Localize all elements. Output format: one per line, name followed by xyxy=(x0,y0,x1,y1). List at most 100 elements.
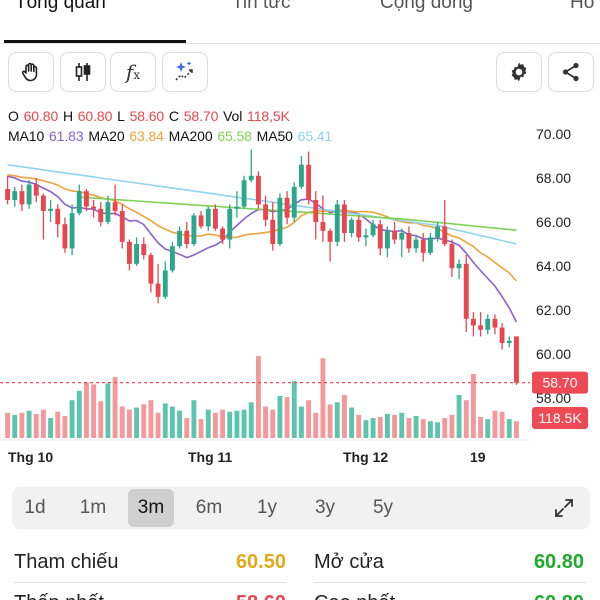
candle-body xyxy=(83,191,89,207)
candle-body xyxy=(427,237,433,253)
volume-bar xyxy=(442,418,448,438)
volume-bar xyxy=(413,415,419,438)
volume-bar xyxy=(456,394,462,438)
range-5y-button[interactable]: 5y xyxy=(372,497,394,518)
ma20-line xyxy=(7,174,517,282)
candle-body xyxy=(76,191,82,214)
volume-bar xyxy=(298,406,304,438)
tab-more[interactable]: Ho xyxy=(570,0,595,13)
candle-body xyxy=(334,204,340,242)
volume-bar xyxy=(227,411,233,438)
hand-tool-button[interactable] xyxy=(8,52,54,92)
range-selector: 1d 1m 3m 6m 1y 3y 5y xyxy=(12,487,590,529)
candle-body xyxy=(205,208,211,227)
range-1m-button[interactable]: 1m xyxy=(79,497,107,518)
volume-bar xyxy=(463,400,469,438)
candlestick-icon xyxy=(75,63,91,81)
candle-body xyxy=(220,228,226,240)
candlestick-chart[interactable]: 70.0068.0066.0064.0062.0060.0058.0058.70… xyxy=(0,104,600,474)
open-price-label: Mở cửa xyxy=(314,551,384,573)
share-button[interactable] xyxy=(548,52,594,92)
ma20-label: MA20 xyxy=(88,128,125,144)
volume-bar xyxy=(277,396,283,438)
volume-bar xyxy=(320,358,326,438)
ma10-value: 61.83 xyxy=(48,128,84,144)
volume-bar xyxy=(155,412,161,438)
x-tick-label: Thg 12 xyxy=(343,449,388,465)
candle-body xyxy=(141,244,147,255)
open-price-value: 60.80 xyxy=(533,551,584,573)
candle-body xyxy=(306,164,312,200)
volume-value: 118,5K xyxy=(247,108,290,124)
candle-body xyxy=(291,186,297,218)
y-tick-label: 62.00 xyxy=(536,302,571,318)
last-volume-tag xyxy=(532,407,588,429)
candle-body xyxy=(456,263,462,269)
volume-bar xyxy=(313,412,319,438)
ma200-line xyxy=(79,196,517,231)
candle-body xyxy=(169,246,175,271)
candle-body xyxy=(298,164,304,187)
last-price-tag xyxy=(532,371,588,394)
candle-body xyxy=(69,213,75,249)
volume-bar xyxy=(48,418,54,438)
price-stats: Tham chiếu 60.50 Mở cửa 60.80 Thấp nhất … xyxy=(0,540,600,600)
range-1y-button[interactable]: 1y xyxy=(256,497,278,518)
open-label: O xyxy=(8,108,19,124)
hand-icon xyxy=(21,62,38,82)
volume-bar xyxy=(427,421,433,438)
y-tick-label: 58.00 xyxy=(536,390,571,406)
tab-overview[interactable]: Tổng quan xyxy=(15,0,106,13)
close-value: 58.70 xyxy=(183,108,219,124)
candle-body xyxy=(320,222,326,231)
volume-bar xyxy=(291,381,297,438)
candle-body xyxy=(413,239,419,249)
volume-bar xyxy=(162,403,168,438)
tab-community[interactable]: Cộng đồng xyxy=(380,0,473,13)
tab-news[interactable]: Tin tức xyxy=(232,0,291,13)
candle-body xyxy=(478,325,484,330)
candle-body xyxy=(5,189,11,200)
candle-body xyxy=(513,336,519,383)
candle-type-button[interactable] xyxy=(60,52,106,92)
ma200-value: 65.58 xyxy=(217,128,252,144)
volume-bar xyxy=(485,419,491,438)
ai-analysis-button[interactable] xyxy=(162,52,208,92)
candle-body xyxy=(263,204,269,220)
expand-icon xyxy=(555,499,573,517)
volume-bar xyxy=(98,401,104,438)
candle-body xyxy=(463,263,469,319)
volume-bar xyxy=(191,400,197,438)
settings-button[interactable] xyxy=(496,52,542,92)
high-price-value: 60.80 xyxy=(498,592,584,600)
range-6m-button[interactable]: 6m xyxy=(195,497,223,518)
volume-bar xyxy=(40,409,46,438)
range-1d-button[interactable]: 1d xyxy=(24,497,46,518)
last-volume-label: 118.5K xyxy=(538,410,582,426)
candle-body xyxy=(155,283,161,297)
fullscreen-button[interactable] xyxy=(552,496,576,525)
candle-body xyxy=(485,318,491,330)
price-chart[interactable]: 70.00 68.00 66.00 64.00 62.00 60.00 58.00 58.70… xyxy=(0,104,600,474)
candle-body xyxy=(349,219,355,233)
volume-bar xyxy=(356,414,362,438)
volume-bar xyxy=(306,400,312,438)
volume-bar xyxy=(220,409,226,438)
candle-body xyxy=(442,226,448,244)
range-3m-button[interactable]: 3m xyxy=(128,489,174,527)
candle-body xyxy=(40,195,46,211)
candle-body xyxy=(26,184,32,205)
candle-body xyxy=(363,235,369,238)
chart-toolbar: fx xyxy=(0,52,600,94)
volume-bar xyxy=(198,419,204,438)
candle-body xyxy=(191,215,197,244)
range-3y-button[interactable]: 3y xyxy=(314,497,336,518)
volume-bar xyxy=(105,383,111,438)
indicators-button[interactable]: fx xyxy=(110,52,156,92)
candle-body xyxy=(134,244,140,264)
candle-body xyxy=(55,208,61,225)
volume-bar xyxy=(420,419,426,438)
volume-bar xyxy=(492,410,498,438)
volume-bar xyxy=(270,409,276,438)
high-value: 60.80 xyxy=(77,108,113,124)
